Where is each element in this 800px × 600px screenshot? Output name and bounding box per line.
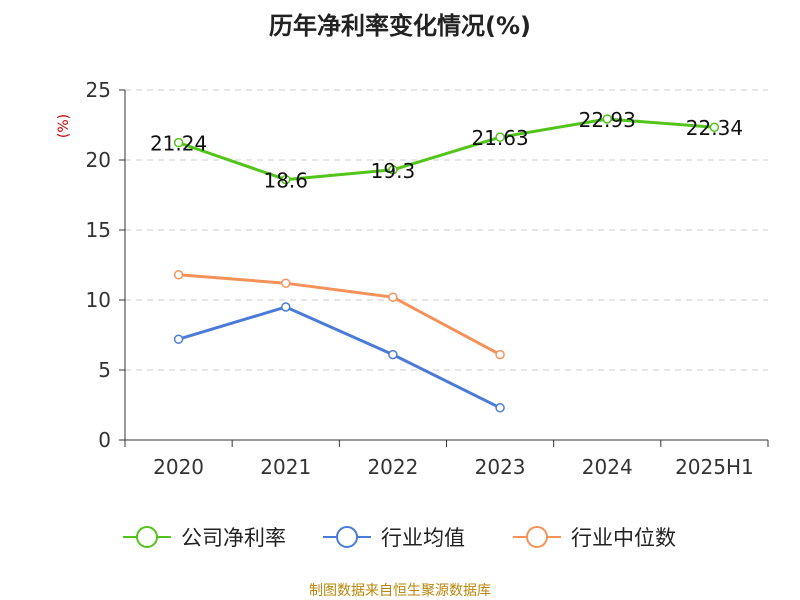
axes: 0 5 10 15 20 25 2020 2021 2022 2023 2024 2025H1	[86, 78, 769, 479]
data-labels: 21.24 18.6 19.3 21.63 22.93 22.34	[150, 108, 743, 193]
y-tick-label: 15	[86, 218, 111, 242]
legend: 公司净利率 行业均值 行业中位数	[123, 526, 676, 550]
x-tick-label: 2020	[153, 455, 204, 479]
data-label: 21.63	[471, 126, 528, 150]
legend-marker	[526, 526, 548, 548]
x-tick-label: 2023	[475, 455, 526, 479]
legend-label[interactable]: 公司净利率	[181, 526, 286, 550]
y-tick-label: 25	[86, 78, 111, 102]
legend-marker	[336, 526, 358, 548]
data-point	[495, 349, 505, 360]
y-tick-label: 5	[98, 358, 111, 382]
y-axis-label: (%)	[56, 114, 72, 138]
x-tick-label: 2022	[367, 455, 418, 479]
grid	[125, 89, 768, 371]
data-point	[281, 278, 291, 288]
y-tick-label: 10	[86, 288, 111, 312]
data-point	[173, 270, 184, 280]
data-point	[281, 174, 291, 185]
y-tick-label: 0	[98, 428, 111, 452]
data-label: 22.34	[686, 116, 743, 140]
data-label: 18.6	[263, 169, 308, 193]
series-line	[178, 117, 715, 182]
data-point	[388, 165, 398, 175]
data-point	[709, 122, 720, 132]
data-point	[388, 349, 398, 360]
data-label: 22.93	[579, 108, 636, 132]
y-tick-label: 20	[86, 148, 111, 172]
x-tick-label: 2021	[260, 455, 311, 479]
x-tick-label: 2024	[582, 455, 633, 479]
data-point	[173, 334, 184, 344]
x-tick-label: 2025H1	[675, 455, 754, 479]
chart-title: 历年净利率变化情况(%)	[269, 12, 531, 40]
legend-marker	[136, 526, 158, 548]
series-line	[178, 273, 501, 356]
data-point	[602, 114, 612, 124]
legend-label[interactable]: 行业中位数	[571, 526, 676, 550]
legend-label[interactable]: 行业均值	[381, 526, 465, 550]
data-point	[281, 302, 291, 312]
data-point	[495, 403, 505, 413]
series-line	[178, 305, 501, 410]
source-note: 制图数据来自恒生聚源数据库	[309, 583, 491, 599]
data-label: 19.3	[371, 159, 416, 183]
data-point	[495, 132, 505, 142]
data-point	[173, 137, 184, 148]
data-label: 21.24	[150, 132, 207, 156]
series-group	[173, 114, 720, 413]
data-point	[388, 292, 398, 302]
